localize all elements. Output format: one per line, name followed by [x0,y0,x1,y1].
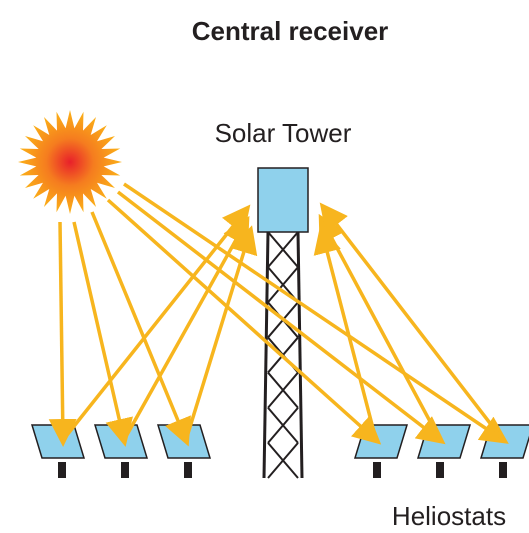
tower-brace [267,442,299,479]
heliostats-label: Heliostats [392,501,506,531]
rays [48,182,509,447]
title: Central receiver [192,16,389,46]
tower-leg [262,231,270,479]
stand [184,462,192,478]
ray [61,204,251,442]
heliostats [30,424,529,478]
ray [116,190,446,445]
ray [319,202,505,442]
tower-brace [267,407,299,444]
ray [123,182,509,444]
tower-leg [296,231,304,479]
tower-brace [267,231,299,268]
tower-brace [267,266,299,303]
tower-label: Solar Tower [215,118,352,148]
stand [121,462,129,478]
receiver [257,167,309,233]
mirror [30,424,86,459]
ray [90,211,191,447]
stand [499,462,507,478]
ray [122,215,250,441]
tower [262,231,304,479]
mirror [156,424,212,459]
ray [48,221,77,447]
ray [184,225,258,441]
sun [18,110,122,214]
tower-brace [267,371,299,409]
stand [436,462,444,478]
ray [72,221,133,447]
ray [106,198,382,445]
stand [373,462,381,478]
ray [318,213,442,441]
stand [58,462,66,478]
ray [313,225,378,441]
